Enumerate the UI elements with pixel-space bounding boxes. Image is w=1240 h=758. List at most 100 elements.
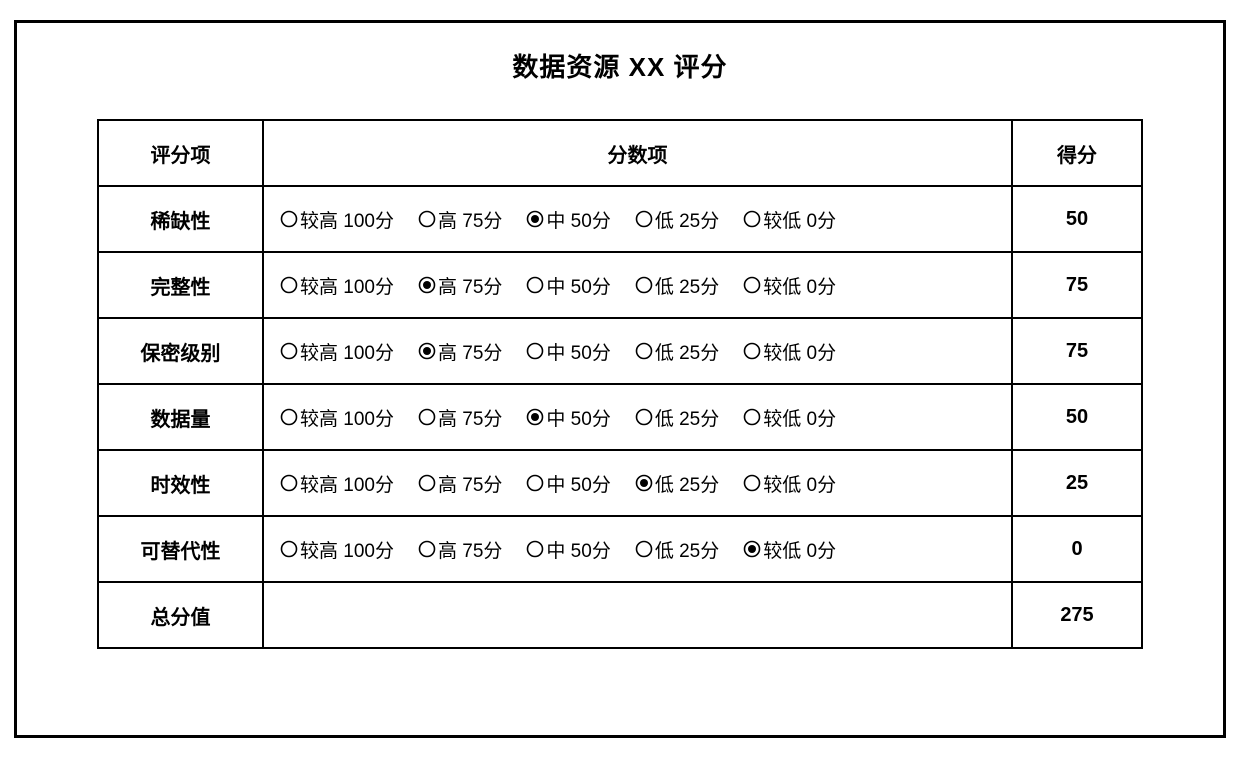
options-row: 较高 100分高 75分 中 50分 低 25分 较低 0分	[280, 536, 1011, 563]
radio-option[interactable]: 较低 0分	[743, 338, 836, 365]
item-cell: 可替代性	[98, 516, 263, 582]
radio-option[interactable]: 较低 0分	[743, 470, 836, 497]
radio-option[interactable]: 较低 0分	[743, 536, 836, 563]
option-label: 高 75分	[438, 206, 502, 233]
option-label: 中 50分	[546, 272, 610, 299]
options-cell: 较高 100分高 75分 中 50分 低 25分 较低 0分	[263, 516, 1012, 582]
item-cell: 保密级别	[98, 318, 263, 384]
radio-unselected-icon	[418, 210, 436, 228]
radio-selected-icon	[526, 210, 544, 228]
score-cell: 75	[1012, 318, 1142, 384]
page-title: 数据资源 XX 评分	[97, 47, 1143, 84]
option-label: 高 75分	[438, 470, 502, 497]
radio-option[interactable]: 低 25分	[635, 338, 719, 365]
radio-unselected-icon	[743, 210, 761, 228]
radio-option[interactable]: 高 75分	[418, 536, 502, 563]
option-label: 中 50分	[546, 536, 610, 563]
radio-option[interactable]: 高 75分	[418, 272, 502, 299]
radio-option[interactable]: 较低 0分	[743, 272, 836, 299]
score-cell: 50	[1012, 384, 1142, 450]
radio-unselected-icon	[635, 342, 653, 360]
radio-option[interactable]: 高 75分	[418, 404, 502, 431]
options-cell: 较高 100分 高 75分 中 50分低 25分 较低 0分	[263, 252, 1012, 318]
radio-unselected-icon	[743, 408, 761, 426]
radio-selected-icon	[418, 342, 436, 360]
radio-unselected-icon	[280, 342, 298, 360]
radio-option[interactable]: 较低 0分	[743, 206, 836, 233]
radio-unselected-icon	[418, 408, 436, 426]
radio-option[interactable]: 高 75分	[418, 470, 502, 497]
header-item: 评分项	[98, 120, 263, 186]
option-label: 中 50分	[546, 404, 610, 431]
option-label: 中 50分	[546, 338, 610, 365]
item-cell: 完整性	[98, 252, 263, 318]
table-row: 稀缺性较高 100分高 75分中 50分低 25分较低 0分50	[98, 186, 1142, 252]
options-row: 较高 100分 高 75分中 50分低 25分 较低 0分	[280, 206, 1011, 233]
radio-selected-icon	[418, 276, 436, 294]
radio-option[interactable]: 较低 0分	[743, 404, 836, 431]
radio-option[interactable]: 中 50分	[526, 272, 610, 299]
radio-option[interactable]: 较高 100分	[280, 404, 394, 431]
table-header-row: 评分项 分数项 得分	[98, 120, 1142, 186]
option-label: 高 75分	[438, 272, 502, 299]
options-row: 较高 100分 高 75分 中 50分低 25分 较低 0分	[280, 272, 1011, 299]
radio-option[interactable]: 中 50分	[526, 536, 610, 563]
options-cell: 较高 100分 高 75分 中 50分 低 25分 较低 0分	[263, 450, 1012, 516]
radio-option[interactable]: 较高 100分	[280, 338, 394, 365]
header-score: 得分	[1012, 120, 1142, 186]
radio-option[interactable]: 中 50分	[526, 404, 610, 431]
table-row: 保密级别 较高 100分 高 75分 中 50分 低 25分较低 0分 75	[98, 318, 1142, 384]
options-row: 较高 100分 高 75分 中 50分 低 25分较低 0分	[280, 338, 1011, 365]
radio-option[interactable]: 中 50分	[526, 206, 610, 233]
radio-option[interactable]: 较高 100分	[280, 272, 394, 299]
option-label: 低 25分	[655, 404, 719, 431]
radio-option[interactable]: 低 25分	[635, 404, 719, 431]
score-cell: 25	[1012, 450, 1142, 516]
radio-unselected-icon	[743, 474, 761, 492]
radio-option[interactable]: 中 50分	[526, 338, 610, 365]
radio-option[interactable]: 低 25分	[635, 272, 719, 299]
option-label: 高 75分	[438, 404, 502, 431]
radio-unselected-icon	[635, 276, 653, 294]
radio-option[interactable]: 中 50分	[526, 470, 610, 497]
total-label: 总分值	[98, 582, 263, 648]
item-cell: 数据量	[98, 384, 263, 450]
option-label: 较低 0分	[763, 404, 836, 431]
radio-unselected-icon	[526, 540, 544, 558]
radio-selected-icon	[635, 474, 653, 492]
radio-option[interactable]: 高 75分	[418, 206, 502, 233]
radio-unselected-icon	[280, 276, 298, 294]
option-label: 较低 0分	[763, 206, 836, 233]
option-label: 较高 100分	[300, 338, 394, 365]
radio-option[interactable]: 低 25分	[635, 536, 719, 563]
option-label: 低 25分	[655, 536, 719, 563]
radio-selected-icon	[526, 408, 544, 426]
option-label: 较低 0分	[763, 536, 836, 563]
option-label: 较低 0分	[763, 470, 836, 497]
radio-option[interactable]: 高 75分	[418, 338, 502, 365]
item-cell: 稀缺性	[98, 186, 263, 252]
score-cell: 0	[1012, 516, 1142, 582]
option-label: 低 25分	[655, 338, 719, 365]
options-row: 较高 100分 高 75分 中 50分 低 25分 较低 0分	[280, 470, 1011, 497]
option-label: 较高 100分	[300, 404, 394, 431]
radio-option[interactable]: 较高 100分	[280, 536, 394, 563]
option-label: 高 75分	[438, 338, 502, 365]
radio-unselected-icon	[635, 210, 653, 228]
radio-unselected-icon	[280, 474, 298, 492]
option-label: 低 25分	[655, 470, 719, 497]
radio-option[interactable]: 较高 100分	[280, 470, 394, 497]
option-label: 较低 0分	[763, 272, 836, 299]
table-row: 可替代性较高 100分高 75分 中 50分 低 25分 较低 0分 0	[98, 516, 1142, 582]
scoring-table: 评分项 分数项 得分 稀缺性较高 100分高 75分中 50分低 25分较低 0…	[97, 119, 1143, 649]
option-label: 较高 100分	[300, 272, 394, 299]
radio-unselected-icon	[526, 276, 544, 294]
radio-unselected-icon	[280, 540, 298, 558]
radio-option[interactable]: 较高 100分	[280, 206, 394, 233]
radio-option[interactable]: 低 25分	[635, 470, 719, 497]
radio-unselected-icon	[280, 408, 298, 426]
radio-unselected-icon	[743, 276, 761, 294]
total-row: 总分值275	[98, 582, 1142, 648]
option-label: 中 50分	[546, 470, 610, 497]
radio-option[interactable]: 低 25分	[635, 206, 719, 233]
